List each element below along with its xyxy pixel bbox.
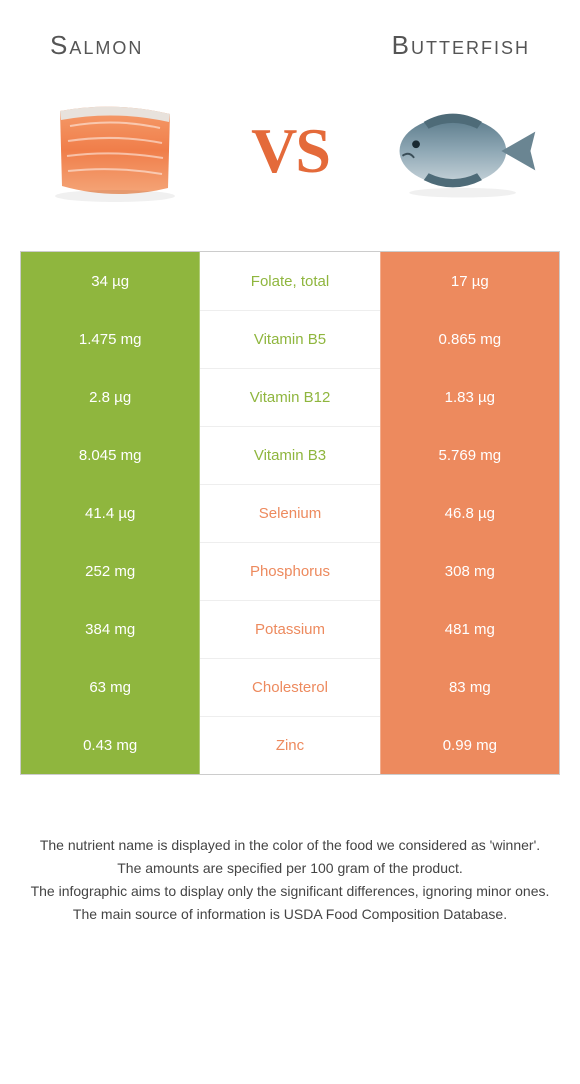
nutrient-name: Cholesterol <box>200 658 379 716</box>
nutrient-name: Selenium <box>200 484 379 542</box>
value-right: 17 µg <box>380 252 559 310</box>
footer-notes: The nutrient name is displayed in the co… <box>0 775 580 925</box>
nutrient-name: Vitamin B5 <box>200 310 379 368</box>
table-row: 34 µgFolate, total17 µg <box>21 252 559 310</box>
value-right: 1.83 µg <box>380 368 559 426</box>
nutrient-name: Folate, total <box>200 252 379 310</box>
value-left: 384 mg <box>21 600 200 658</box>
header: Salmon Butterfish <box>0 0 580 71</box>
table-row: 2.8 µgVitamin B121.83 µg <box>21 368 559 426</box>
value-left: 2.8 µg <box>21 368 200 426</box>
value-left: 34 µg <box>21 252 200 310</box>
table-row: 0.43 mgZinc0.99 mg <box>21 716 559 774</box>
value-left: 63 mg <box>21 658 200 716</box>
table-row: 63 mgCholesterol83 mg <box>21 658 559 716</box>
value-left: 252 mg <box>21 542 200 600</box>
vs-label: VS <box>251 114 329 188</box>
footer-line: The amounts are specified per 100 gram o… <box>20 858 560 879</box>
nutrient-name: Potassium <box>200 600 379 658</box>
value-left: 1.475 mg <box>21 310 200 368</box>
value-left: 8.045 mg <box>21 426 200 484</box>
value-right: 308 mg <box>380 542 559 600</box>
nutrient-name: Vitamin B3 <box>200 426 379 484</box>
value-left: 0.43 mg <box>21 716 200 774</box>
table-row: 1.475 mgVitamin B50.865 mg <box>21 310 559 368</box>
table-row: 384 mgPotassium481 mg <box>21 600 559 658</box>
butterfish-image <box>385 91 545 211</box>
nutrient-name: Zinc <box>200 716 379 774</box>
footer-line: The main source of information is USDA F… <box>20 904 560 925</box>
table-row: 8.045 mgVitamin B35.769 mg <box>21 426 559 484</box>
value-right: 5.769 mg <box>380 426 559 484</box>
nutrient-name: Vitamin B12 <box>200 368 379 426</box>
table-row: 252 mgPhosphorus308 mg <box>21 542 559 600</box>
value-right: 0.865 mg <box>380 310 559 368</box>
salmon-image <box>35 91 195 211</box>
title-left: Salmon <box>50 30 143 61</box>
title-right: Butterfish <box>392 30 530 61</box>
value-right: 481 mg <box>380 600 559 658</box>
value-right: 46.8 µg <box>380 484 559 542</box>
nutrient-name: Phosphorus <box>200 542 379 600</box>
value-right: 83 mg <box>380 658 559 716</box>
value-right: 0.99 mg <box>380 716 559 774</box>
value-left: 41.4 µg <box>21 484 200 542</box>
table-row: 41.4 µgSelenium46.8 µg <box>21 484 559 542</box>
hero-row: VS <box>0 71 580 251</box>
nutrient-table: 34 µgFolate, total17 µg1.475 mgVitamin B… <box>20 251 560 775</box>
footer-line: The nutrient name is displayed in the co… <box>20 835 560 856</box>
footer-line: The infographic aims to display only the… <box>20 881 560 902</box>
